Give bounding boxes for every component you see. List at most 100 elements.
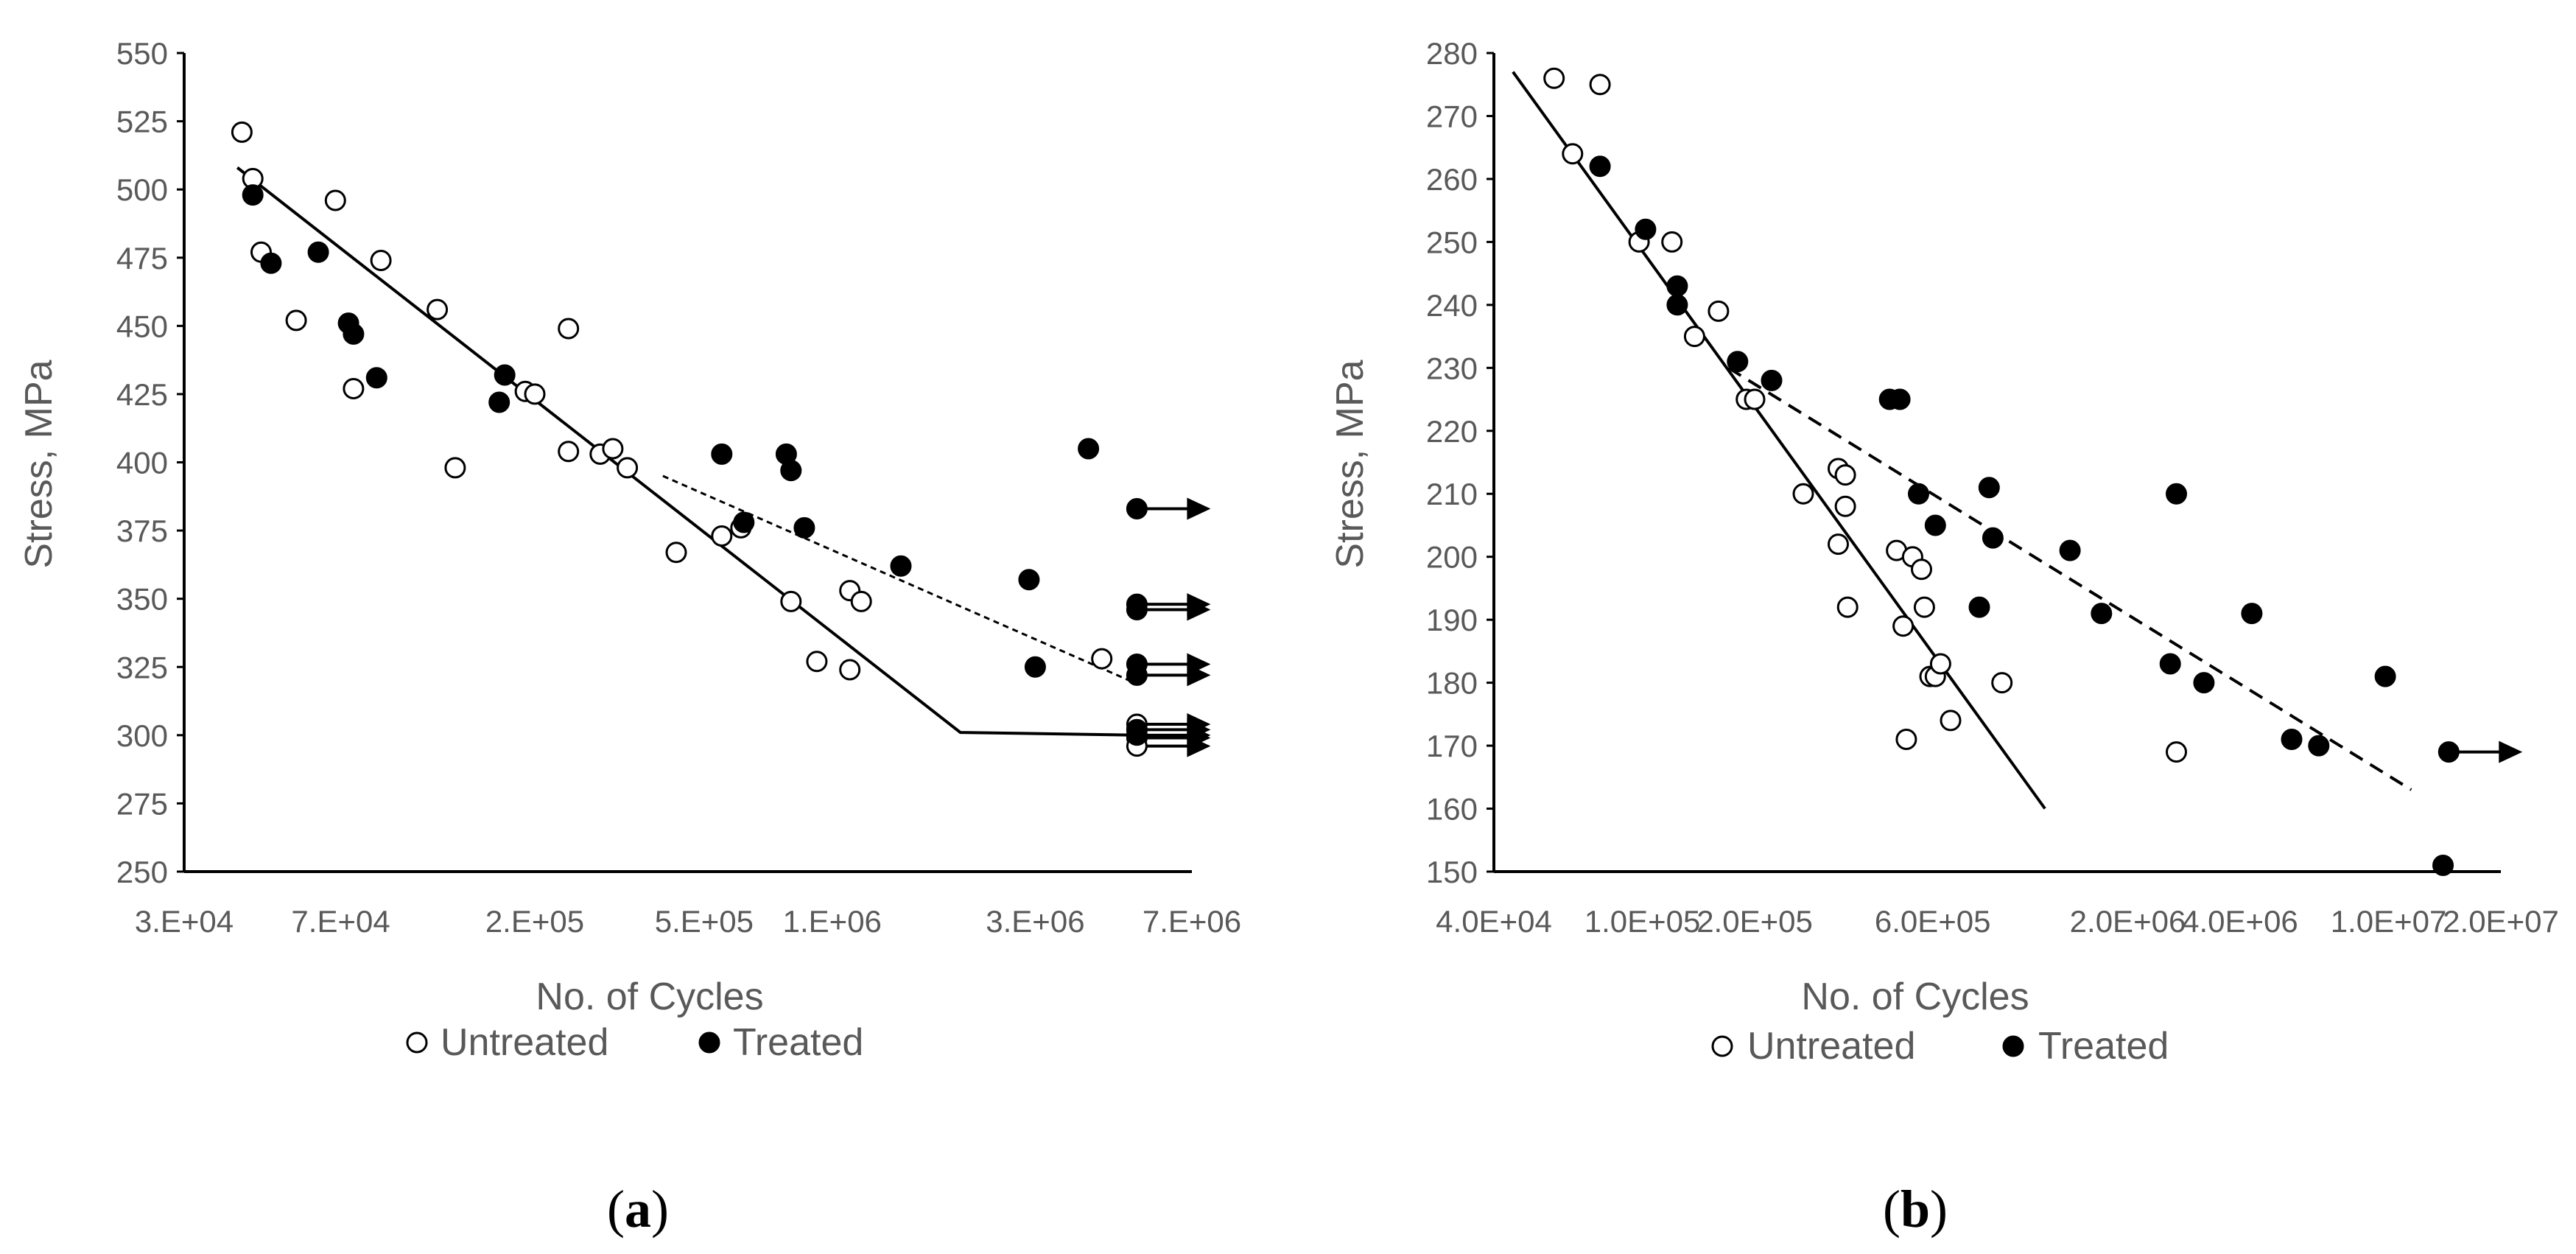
panel-b-point-treated [2438,741,2460,763]
panel-b-caption-open: ( [1883,1180,1901,1239]
panel-b-point-treated [2091,603,2113,625]
panel-a-y-tick-label: 525 [116,105,168,139]
panel-a-point-untreated [780,590,802,612]
panel-b-y-tick-label: 190 [1426,603,1478,637]
panel-b-point-untreated [1834,495,1856,517]
panel-a-point-untreated [1091,648,1113,670]
panel-a-point-untreated [231,121,253,143]
panel-a-point-treated [793,516,815,539]
panel-b-point-treated [2432,855,2454,876]
panel-b-y-tick-label: 210 [1426,477,1478,511]
panel-a-legend: Untreated Treated [406,1021,863,1064]
panel-b-y-tick-label: 260 [1426,162,1478,197]
panel-a-point-treated [890,555,912,577]
panel-a-point-untreated [558,441,580,463]
panel-a-legend-untreated-marker [406,1031,428,1054]
panel-b-x-tick-label: 2.0E+05 [1696,904,1813,939]
panel-b-point-treated [2374,665,2396,687]
panel-b-point-untreated [1913,596,1935,618]
panel-b-point-treated [1968,596,1990,618]
panel-a-x-tick-label: 5.E+05 [655,904,754,939]
panel-a-x-tick-label: 2.E+05 [485,904,584,939]
panel-b-point-treated [1666,275,1688,297]
panel-b-fit-line-dashed [1727,366,2412,791]
panel-b-y-axis-title: Stress, MPa [1329,360,1372,568]
panel-a-point-treated [260,252,282,274]
panel-a-fit-lines [236,166,1137,737]
panel-b-y-tick-label: 220 [1426,414,1478,449]
panel-a-x-axis-title: No. of Cycles [536,975,763,1018]
panel-a-y-tick-label: 550 [116,36,168,71]
panel-b-point-untreated [1836,596,1859,618]
panel-a-y-tick-label: 475 [116,241,168,276]
panel-a-caption-close: ) [651,1180,669,1239]
panel-b-point-untreated [1661,231,1683,253]
panel-b-data-points [1543,67,2460,876]
panel-b-point-treated [2241,603,2263,625]
panel-b-point-treated [2059,539,2081,561]
chart-panel-b: 150 160 170 180 190 200 210 220 230 240 250 260 270 2… [1329,36,2559,1239]
panel-b-point-untreated [1828,533,1849,556]
panel-a-point-untreated [602,438,624,460]
panel-b-y-tick-label: 170 [1426,729,1478,763]
panel-b-point-treated [1924,514,1946,536]
panel-b-point-untreated [1744,388,1766,410]
panel-b-point-untreated [1562,143,1584,165]
panel-b-axes [1487,52,2501,873]
panel-b-point-untreated [1892,615,1915,637]
panel-b-y-tick-label: 280 [1426,36,1478,71]
panel-a-x-tick-label: 1.E+06 [783,904,882,939]
panel-b-tick-labels: 150 160 170 180 190 200 210 220 230 240 250 260 270 2… [1426,36,2559,939]
panel-a-caption-open: ( [607,1180,625,1239]
panel-b-legend-untreated-marker [1711,1035,1733,1057]
panel-b-point-treated [1889,388,1911,410]
panel-a-point-untreated [558,318,580,340]
panel-b-legend: Untreated Treated [1711,1025,2169,1068]
panel-a-y-tick-label: 275 [116,786,168,821]
panel-b-x-tick-label: 6.0E+05 [1875,904,1991,939]
chart-panel-a: 250 275 300 325 350 375 400 425 450 475 500 525 550 3… [18,36,1241,1239]
panel-b-point-treated [2281,729,2303,750]
panel-b-fit-lines [1512,71,2412,810]
panel-a-point-untreated [617,457,639,479]
panel-b-y-tick-label: 150 [1426,855,1478,889]
panel-b-x-tick-label: 2.0E+06 [2070,904,2186,939]
panel-a-point-untreated [324,189,346,211]
panel-b-caption: (b) [1883,1180,1948,1239]
panel-b-point-treated [2166,483,2187,505]
panel-b-y-tick-label: 230 [1426,351,1478,385]
panel-b-point-treated [2308,735,2330,757]
panel-b-x-axis-title: No. of Cycles [1801,975,2029,1018]
panel-a-caption-label: a [625,1180,651,1239]
panel-b-fit-line-solid [1512,71,2046,810]
panel-a-point-treated [711,443,733,465]
panel-a-point-treated [1018,569,1040,591]
panel-b-point-untreated [1683,326,1705,348]
panel-a-point-treated [494,364,516,386]
panel-b-point-untreated [2166,741,2187,763]
panel-b-legend-treated-marker [2002,1035,2024,1057]
panel-b-point-treated [1666,294,1688,316]
panel-a-point-untreated [665,542,687,564]
panel-b-point-treated [2159,653,2181,675]
panel-a-x-tick-label: 7.E+06 [1143,904,1241,939]
panel-b-point-treated [1978,477,2000,499]
panel-a-y-tick-label: 500 [116,172,168,207]
panel-b-point-treated [1635,218,1657,240]
panel-b-point-untreated [1929,653,1951,675]
panel-a-y-tick-label: 300 [116,718,168,753]
panel-a-point-treated [343,323,365,345]
panel-a-legend-treated-label: Treated [733,1021,863,1064]
panel-b-point-treated [1727,351,1749,373]
panel-b-point-untreated [1911,558,1932,581]
panel-a-point-treated [488,391,510,413]
panel-a-point-treated [242,184,264,206]
panel-a-point-untreated [427,298,449,320]
panel-a-point-treated [1024,656,1046,678]
panel-a-point-treated [1126,599,1148,620]
panel-b-point-treated [1761,369,1783,391]
panel-b-x-tick-label: 2.0E+07 [2443,904,2559,939]
panel-b-point-untreated [1895,729,1917,750]
panel-a-point-untreated [806,651,828,673]
